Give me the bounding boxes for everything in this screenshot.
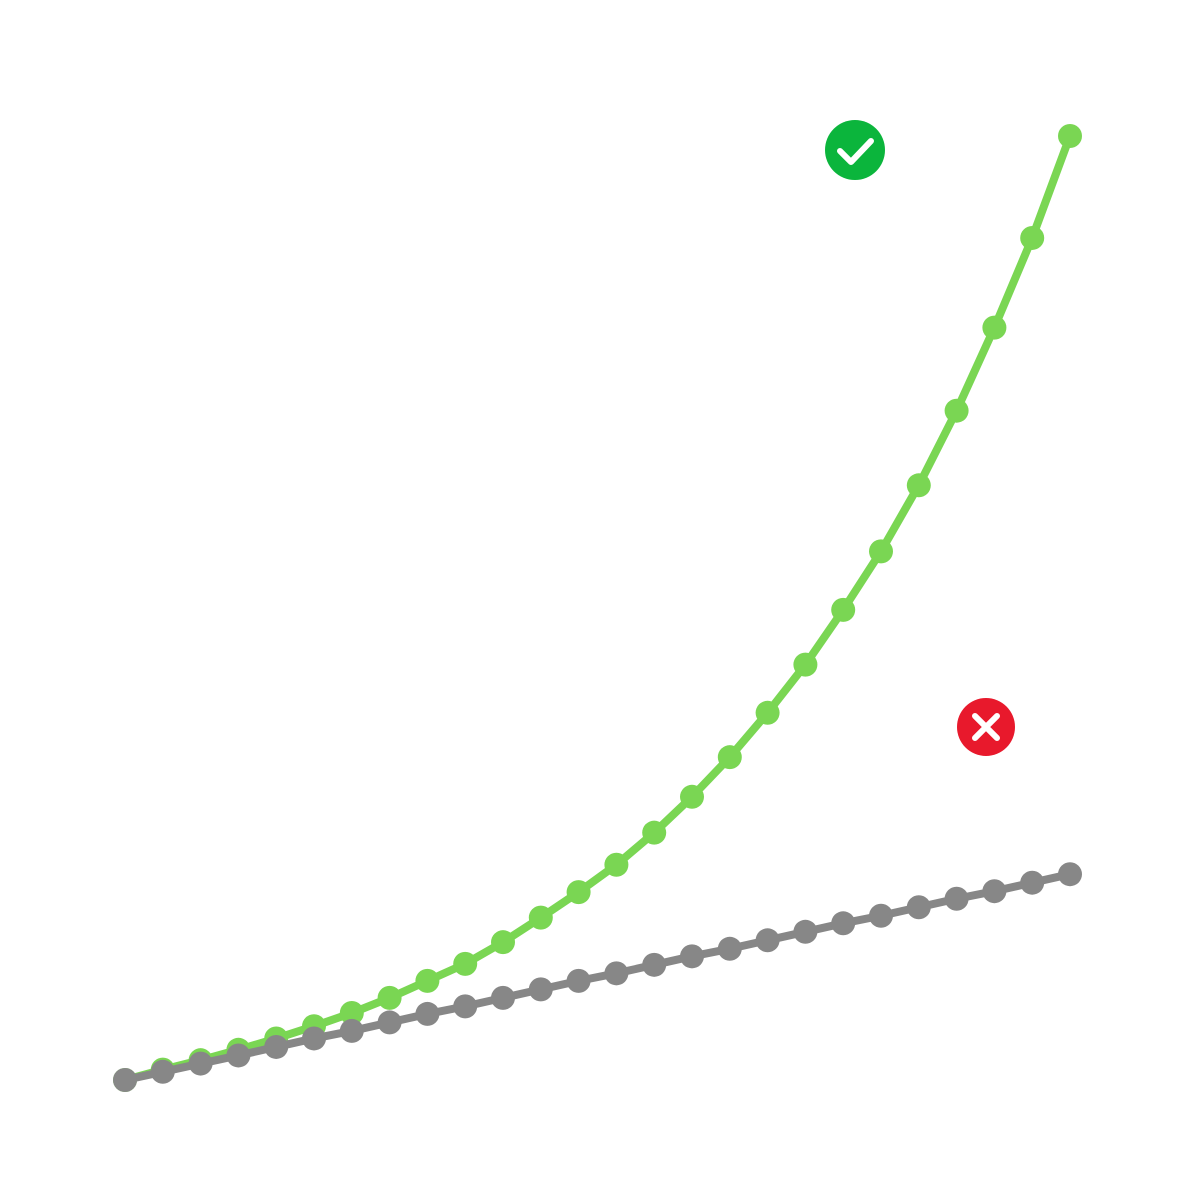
data-point xyxy=(831,597,856,622)
data-point xyxy=(793,919,818,944)
data-point xyxy=(264,1034,289,1059)
data-point xyxy=(188,1051,213,1076)
data-point xyxy=(944,398,969,423)
data-point xyxy=(339,1000,364,1025)
data-point xyxy=(642,820,667,845)
data-point xyxy=(869,539,893,564)
data-point xyxy=(302,1026,326,1051)
data-point xyxy=(1020,870,1045,895)
data-point xyxy=(944,886,969,911)
data-point xyxy=(528,977,553,1002)
series-line xyxy=(121,132,1074,1084)
data-point xyxy=(1020,225,1045,250)
data-point xyxy=(339,1018,364,1043)
data-point xyxy=(453,951,478,976)
data-point xyxy=(491,985,515,1010)
data-point xyxy=(226,1043,251,1068)
data-point xyxy=(982,879,1007,904)
data-point xyxy=(453,994,478,1019)
data-point xyxy=(604,961,629,986)
data-point xyxy=(377,1010,402,1035)
data-point xyxy=(793,652,818,677)
data-point xyxy=(755,700,780,725)
data-point xyxy=(528,905,553,930)
data-point xyxy=(717,745,742,770)
data-point xyxy=(1058,862,1082,887)
data-point xyxy=(906,895,931,920)
data-point xyxy=(680,944,704,969)
data-point xyxy=(415,968,440,993)
data-point xyxy=(755,928,780,953)
data-point xyxy=(717,936,742,961)
data-point xyxy=(1058,124,1082,148)
data-point xyxy=(831,911,856,936)
data-point xyxy=(113,1068,137,1092)
data-point xyxy=(869,903,893,928)
data-point xyxy=(680,784,704,809)
data-point xyxy=(566,880,591,905)
data-point xyxy=(982,315,1007,340)
data-point xyxy=(377,985,402,1010)
data-point xyxy=(906,473,931,498)
data-point xyxy=(566,968,591,993)
data-point xyxy=(604,852,629,877)
data-point xyxy=(415,1001,440,1026)
bad-icon xyxy=(957,698,1015,756)
good-icon xyxy=(825,120,885,180)
data-point xyxy=(150,1059,175,1084)
data-point xyxy=(491,930,515,955)
data-point xyxy=(642,952,667,977)
